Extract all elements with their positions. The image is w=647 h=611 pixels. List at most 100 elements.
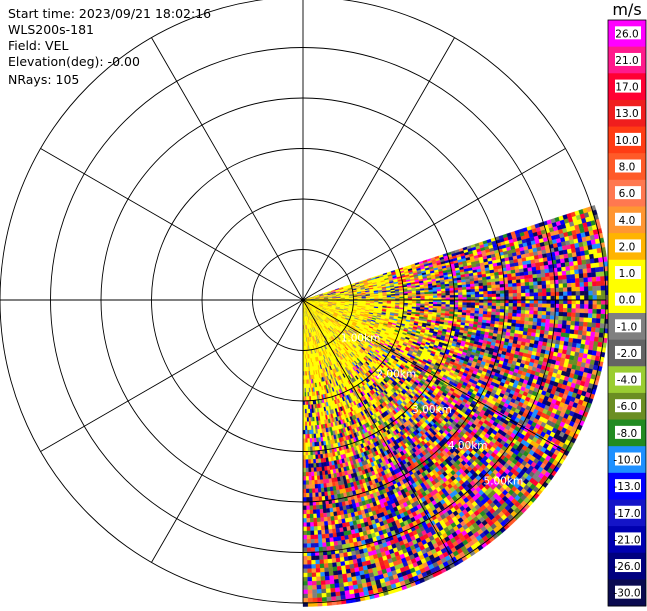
- velocity-cell: [573, 338, 578, 343]
- velocity-cell: [576, 309, 580, 313]
- velocity-cell: [571, 279, 575, 284]
- velocity-cell: [574, 326, 579, 331]
- velocity-cell: [538, 311, 542, 315]
- velocity-cell: [540, 266, 545, 270]
- velocity-cell: [588, 286, 592, 291]
- velocity-cell: [400, 297, 404, 299]
- velocity-cell: [500, 287, 504, 290]
- velocity-cell: [592, 323, 597, 328]
- velocity-cell: [446, 295, 450, 297]
- velocity-cell: [437, 302, 441, 304]
- velocity-cell: [491, 312, 495, 315]
- velocity-cell: [487, 312, 491, 315]
- velocity-cell: [592, 277, 597, 282]
- velocity-cell: [433, 296, 437, 298]
- velocity-cell: [450, 305, 454, 308]
- velocity-cell: [601, 300, 605, 305]
- velocity-cell: [538, 307, 542, 311]
- velocity-cell: [587, 327, 592, 332]
- velocity-cell: [579, 322, 584, 327]
- velocity-cell: [462, 285, 466, 288]
- velocity-cell: [517, 313, 521, 317]
- velocity-cell: [591, 263, 596, 268]
- velocity-cell: [445, 288, 449, 291]
- velocity-cell: [458, 290, 462, 293]
- velocity-cell: [551, 304, 555, 308]
- velocity-cell: [509, 300, 513, 303]
- velocity-cell: [479, 286, 483, 289]
- velocity-cell: [572, 300, 576, 304]
- velocity-cell: [517, 303, 521, 306]
- velocity-cell: [437, 304, 441, 306]
- velocity-cell: [593, 295, 597, 300]
- velocity-cell: [586, 264, 591, 269]
- velocity-cell: [517, 290, 521, 294]
- velocity-cell: [583, 322, 588, 327]
- velocity-cell: [525, 286, 529, 290]
- velocity-cell: [530, 300, 534, 304]
- velocity-cell: [391, 297, 395, 299]
- velocity-cell: [580, 287, 584, 292]
- velocity-cell: [559, 308, 563, 312]
- velocity-cell: [495, 315, 499, 318]
- velocity-cell: [546, 308, 550, 312]
- velocity-cell: [549, 272, 554, 276]
- velocity-cell: [551, 288, 555, 292]
- velocity-cell: [483, 311, 487, 314]
- velocity-cell: [591, 268, 596, 273]
- velocity-cell: [532, 325, 537, 329]
- velocity-cell: [533, 318, 538, 322]
- velocity-cell: [590, 259, 595, 264]
- velocity-cell: [548, 261, 553, 266]
- velocity-cell: [564, 258, 569, 263]
- velocity-cell: [441, 291, 445, 293]
- velocity-cell: [595, 267, 600, 272]
- velocity-cell: [513, 290, 517, 293]
- velocity-cell: [513, 300, 517, 303]
- velocity-cell: [496, 303, 500, 306]
- velocity-cell: [516, 276, 521, 280]
- velocity-cell: [597, 300, 601, 305]
- velocity-cell: [601, 281, 605, 286]
- velocity-cell: [550, 276, 555, 280]
- velocity-cell: [526, 300, 530, 304]
- velocity-cell: [579, 274, 584, 279]
- velocity-cell: [487, 309, 491, 312]
- velocity-cell: [500, 291, 504, 294]
- velocity-cell: [567, 308, 571, 312]
- velocity-cell: [538, 296, 542, 300]
- velocity-cell: [600, 323, 605, 328]
- velocity-cell: [484, 303, 488, 306]
- velocity-cell: [508, 277, 513, 281]
- velocity-cell: [446, 302, 450, 304]
- velocity-cell: [550, 316, 554, 320]
- velocity-cell: [508, 284, 512, 288]
- velocity-cell: [512, 313, 516, 317]
- velocity-cell: [546, 292, 550, 296]
- velocity-cell: [500, 281, 504, 284]
- velocity-cell: [534, 296, 538, 300]
- velocity-cell: [492, 294, 496, 297]
- velocity-cell: [546, 319, 551, 323]
- velocity-cell: [542, 281, 546, 285]
- velocity-cell: [588, 277, 593, 282]
- velocity-cell: [546, 281, 550, 285]
- velocity-cell: [577, 335, 582, 340]
- velocity-cell: [544, 265, 549, 269]
- velocity-cell: [533, 278, 538, 282]
- velocity-cell: [585, 340, 590, 345]
- velocity-cell: [517, 300, 521, 303]
- velocity-cell: [532, 267, 537, 271]
- velocity-cell: [580, 304, 584, 308]
- velocity-cell: [534, 300, 538, 304]
- velocity-cell: [446, 291, 450, 294]
- velocity-cell: [524, 272, 529, 276]
- velocity-cell: [513, 307, 517, 310]
- velocity-cell: [487, 279, 491, 282]
- velocity-cell: [479, 306, 483, 309]
- velocity-cell: [537, 318, 542, 322]
- velocity-cell: [593, 291, 597, 296]
- velocity-cell: [508, 313, 512, 317]
- velocity-cell: [566, 321, 571, 326]
- velocity-cell: [597, 286, 601, 291]
